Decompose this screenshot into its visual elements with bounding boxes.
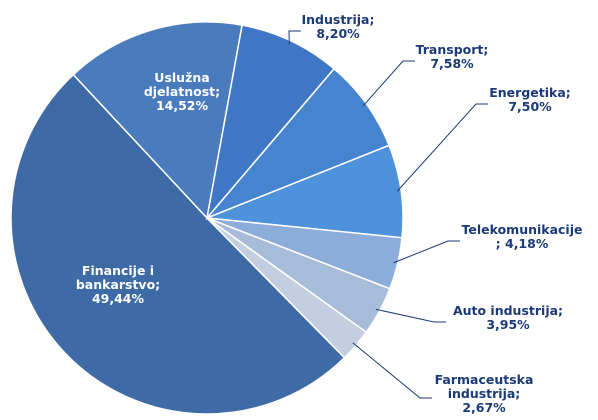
value-label: 49,44%	[91, 291, 145, 306]
leader-line	[352, 342, 432, 399]
category-label: Energetika;	[489, 85, 571, 100]
category-label: Telekomunikacije	[461, 222, 583, 237]
category-label: Industrija;	[301, 12, 375, 27]
data-label: Financije i bankarstvo; 49,44%	[63, 264, 173, 306]
value-label: 8,20%	[316, 26, 360, 41]
value-label: ; 4,18%	[495, 236, 549, 251]
value-label: 3,95%	[486, 317, 530, 332]
data-label: Industrija; 8,20%	[293, 13, 383, 41]
category-label: Farmaceutska industrija;	[434, 372, 534, 401]
leader-line	[375, 308, 446, 323]
slice	[205, 24, 336, 221]
slice	[10, 73, 346, 415]
slice	[72, 21, 243, 220]
category-label: Auto industrija;	[452, 303, 564, 318]
value-label: 7,50%	[508, 99, 552, 114]
value-label: 2,67%	[462, 400, 506, 415]
data-label: Transport; 7,58%	[407, 43, 497, 71]
leader-line	[288, 30, 301, 45]
slice	[206, 144, 404, 239]
leader-line	[393, 240, 460, 264]
leader-line	[396, 103, 488, 192]
category-label: Uslužna djelatnost;	[143, 70, 221, 99]
value-label: 14,52%	[155, 98, 209, 113]
data-label: Uslužna djelatnost; 14,52%	[137, 71, 227, 113]
data-label: Farmaceutska industrija; 2,67%	[424, 373, 544, 415]
value-label: 7,58%	[430, 56, 474, 71]
data-label: Telekomunikacije; 4,18%	[452, 223, 592, 251]
data-label: Auto industrija; 3,95%	[438, 304, 578, 332]
category-label: Transport;	[415, 42, 489, 57]
data-label: Energetika; 7,50%	[480, 86, 580, 114]
leader-line	[362, 60, 415, 107]
slice	[206, 67, 391, 219]
category-label: Financije i bankarstvo;	[75, 263, 161, 292]
